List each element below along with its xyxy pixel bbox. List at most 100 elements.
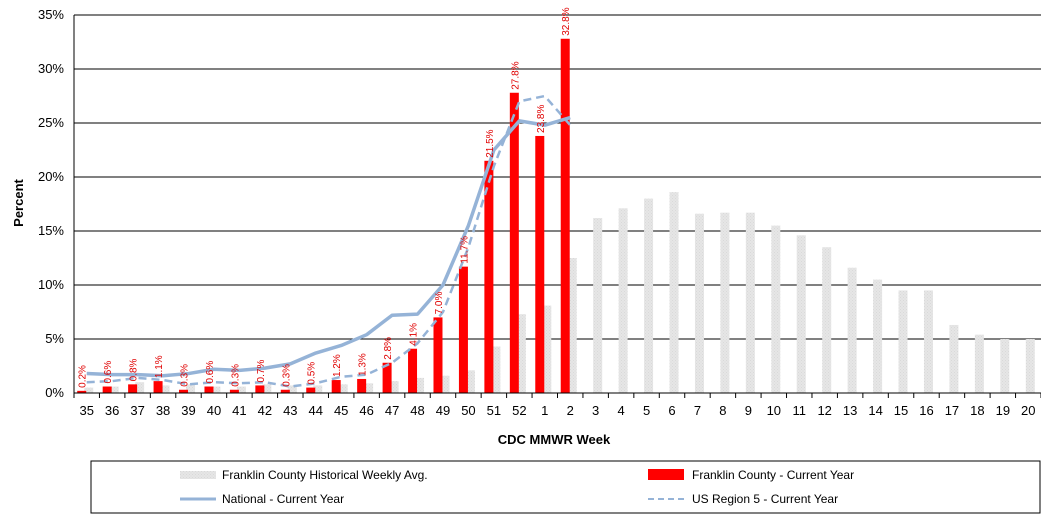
legend-box: [90, 460, 1041, 514]
historical-bar: [745, 212, 755, 393]
historical-bar: [796, 235, 806, 393]
data-label: 4.1%: [409, 323, 420, 346]
x-tick-label: 19: [996, 403, 1010, 418]
historical-bar: [822, 247, 832, 393]
historical-bar: [923, 290, 933, 393]
current-year-bar: [458, 266, 468, 393]
current-year-bar: [433, 317, 443, 393]
historical-bar: [415, 377, 425, 393]
y-tick-label: 0%: [45, 385, 64, 400]
data-labels: 0.2% 0.6% 0.8% 1.1% 0.3% 0.6% 0.3% 0.7% 0.3% 0.5%…: [78, 7, 573, 388]
data-label: 32.8%: [561, 7, 572, 35]
x-tick-label: 35: [79, 403, 93, 418]
y-axis-title: Percent: [11, 178, 26, 226]
historical-bar: [160, 385, 170, 393]
data-label: 0.2%: [78, 365, 89, 388]
historical-bar: [644, 198, 654, 393]
legend-swatch-historical: [180, 471, 216, 479]
x-tick-label: 48: [410, 403, 424, 418]
historical-bar: [287, 385, 297, 393]
historical-bar: [542, 305, 552, 393]
data-label: 0.7%: [256, 360, 267, 383]
data-label: 0.6%: [103, 361, 114, 384]
current-year-bar: [408, 348, 418, 393]
data-label: 0.5%: [307, 362, 318, 385]
x-tick-label: 5: [643, 403, 650, 418]
historical-bar: [593, 218, 603, 393]
x-tick-label: 40: [207, 403, 221, 418]
x-tick-label: 6: [668, 403, 675, 418]
x-tick-label: 13: [843, 403, 857, 418]
historical-bar: [847, 267, 857, 393]
x-tick-label: 7: [694, 403, 701, 418]
x-tick-label: 37: [130, 403, 144, 418]
x-tick-label: 52: [512, 403, 526, 418]
historical-bar: [694, 213, 704, 393]
x-tick-label: 11: [793, 403, 807, 418]
current-year-bar: [306, 387, 316, 393]
current-year-bar: [331, 380, 341, 393]
x-axis-title: CDC MMWR Week: [498, 432, 611, 447]
data-label: 21.5%: [485, 129, 496, 157]
historical-bar: [567, 258, 577, 393]
data-label: 1.3%: [358, 353, 369, 376]
current-year-bar: [229, 389, 239, 393]
historical-bar: [618, 208, 628, 393]
data-label: 0.8%: [129, 358, 140, 381]
current-year-bar: [204, 386, 214, 393]
national-line: [86, 115, 571, 378]
historical-bar: [974, 334, 984, 393]
legend-label-current-year: Franklin County - Current Year: [692, 468, 854, 482]
gridlines: [74, 14, 1041, 394]
y-tick-label: 5%: [45, 331, 64, 346]
current-year-bar: [128, 384, 138, 393]
legend-label-historical: Franklin County Historical Weekly Avg.: [222, 468, 428, 482]
region5-line: [86, 94, 572, 388]
data-label: 1.1%: [154, 355, 165, 378]
historical-bar: [440, 375, 450, 393]
x-tick-label: 20: [1021, 403, 1035, 418]
historical-bar: [186, 384, 196, 393]
historical-bar: [720, 212, 730, 393]
x-tick-label: 46: [359, 403, 373, 418]
x-tick-label: 3: [592, 403, 599, 418]
current-year-bar: [357, 378, 367, 393]
data-label: 0.3%: [180, 364, 191, 387]
legend-label-region5: US Region 5 - Current Year: [692, 492, 838, 506]
y-tick-label: 30%: [38, 61, 64, 76]
y-tick-label: 25%: [38, 115, 64, 130]
y-tick-label: 20%: [38, 169, 64, 184]
data-label: 11.7%: [459, 236, 470, 264]
x-tick-label: 15: [894, 403, 908, 418]
data-label: 1.2%: [332, 354, 343, 377]
historical-bar: [873, 279, 883, 393]
historical-bar: [465, 370, 475, 393]
tick-labels: 0%5%10%15%20%25%30%35%35 36 37 38 39 40 41 42 43…: [38, 7, 1036, 418]
x-tick-label: 2: [567, 403, 574, 418]
y-tick-label: 10%: [38, 277, 64, 292]
x-tick-label: 47: [385, 403, 399, 418]
x-tick-label: 4: [618, 403, 625, 418]
historical-bars: [84, 192, 1035, 393]
x-tick-label: 50: [461, 403, 475, 418]
current-year-bar: [179, 389, 189, 393]
current-year-bar: [560, 38, 570, 393]
historical-bar: [313, 385, 323, 393]
current-year-bar: [535, 135, 545, 393]
historical-bar: [949, 324, 959, 393]
x-tick-label: 42: [258, 403, 272, 418]
historical-bar: [364, 383, 374, 393]
current-year-bar: [280, 389, 290, 393]
x-tick-label: 1: [541, 403, 548, 418]
series-lines: [86, 94, 572, 388]
x-tick-label: 36: [105, 403, 119, 418]
current-year-bars: [77, 38, 570, 393]
current-year-bar: [255, 385, 265, 393]
data-label: 2.8%: [383, 337, 394, 360]
historical-bar: [516, 314, 526, 393]
historical-bar: [135, 382, 145, 393]
current-year-bar: [153, 381, 163, 393]
x-tick-label: 12: [817, 403, 831, 418]
